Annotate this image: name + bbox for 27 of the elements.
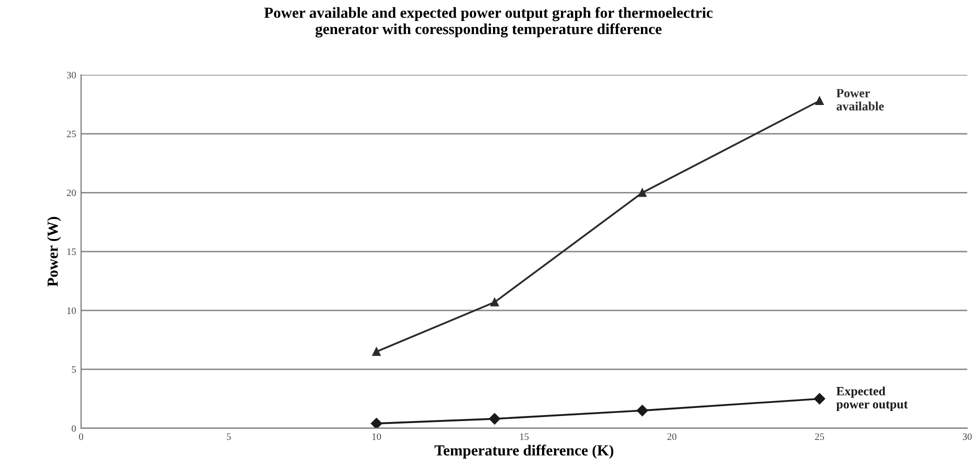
x-tick-label: 15 bbox=[520, 433, 529, 440]
y-tick-label: 0 bbox=[72, 425, 76, 432]
series-label: Power available bbox=[836, 89, 884, 110]
x-axis-title: Temperature difference (K) bbox=[434, 444, 614, 459]
point bbox=[489, 413, 500, 424]
point bbox=[372, 347, 381, 356]
point bbox=[370, 418, 382, 428]
x-tick-label: 0 bbox=[79, 433, 84, 440]
x-tick-label: 10 bbox=[372, 433, 381, 440]
point bbox=[815, 96, 824, 105]
y-tick-label: 15 bbox=[67, 248, 76, 256]
x-tick-label: 30 bbox=[962, 433, 972, 440]
chart-title: Power available and expected power output graph for thermoelectric generator with coressponding temperature difference bbox=[264, 7, 713, 38]
x-tick-label: 25 bbox=[815, 433, 824, 440]
y-axis-title: Power (W) bbox=[47, 216, 61, 287]
x-tick-label: 20 bbox=[667, 433, 676, 440]
x-tick-label: 5 bbox=[226, 433, 231, 440]
point bbox=[490, 298, 499, 306]
y-tick-label: 10 bbox=[67, 307, 76, 314]
y-tick-label: 20 bbox=[66, 190, 76, 196]
series-label: Expected power output bbox=[836, 386, 908, 411]
point bbox=[814, 393, 826, 404]
y-tick-label: 5 bbox=[72, 366, 76, 373]
y-tick-label: 25 bbox=[66, 130, 76, 138]
point bbox=[638, 188, 646, 197]
y-tick-label: 30 bbox=[66, 72, 76, 78]
point bbox=[636, 404, 648, 416]
